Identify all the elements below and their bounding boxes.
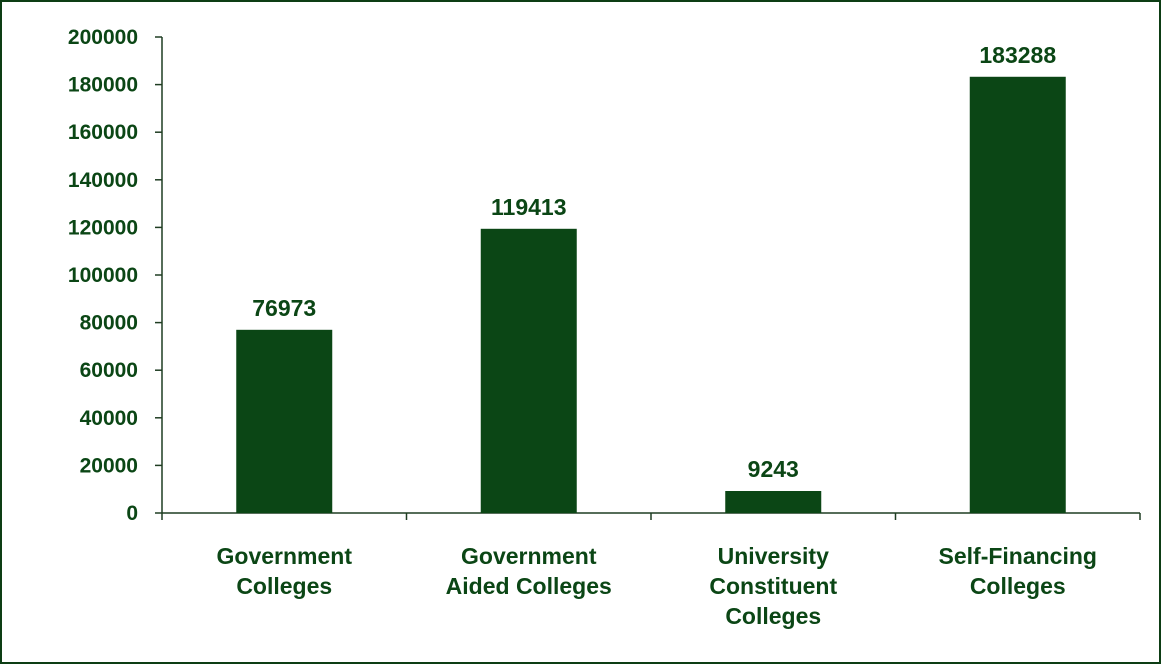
y-tick-label: 180000 xyxy=(68,74,138,97)
y-tick-label: 20000 xyxy=(80,454,138,477)
x-category-label: Aided Colleges xyxy=(446,573,612,599)
x-category-label: Colleges xyxy=(725,603,821,629)
bar xyxy=(969,76,1066,513)
x-category-label: Government xyxy=(217,543,353,569)
y-tick-label: 40000 xyxy=(80,407,138,430)
y-tick-label: 160000 xyxy=(68,121,138,144)
y-tick-label: 140000 xyxy=(68,169,138,192)
x-category-label: University xyxy=(718,543,829,569)
data-label: 76973 xyxy=(252,295,316,321)
x-category-label: Self-Financing xyxy=(939,543,1097,569)
x-category-label: Colleges xyxy=(970,573,1066,599)
data-label: 9243 xyxy=(748,456,799,482)
y-tick-label: 60000 xyxy=(80,359,138,382)
bars xyxy=(236,76,1066,513)
x-category-label: Constituent xyxy=(709,573,837,599)
data-label: 183288 xyxy=(979,42,1056,68)
bar xyxy=(236,329,333,513)
y-tick-label: 80000 xyxy=(80,312,138,335)
y-tick-label: 0 xyxy=(126,502,138,525)
bar xyxy=(480,228,577,513)
bar xyxy=(725,491,822,513)
y-tick-label: 120000 xyxy=(68,216,138,239)
y-tick-label: 200000 xyxy=(68,26,138,49)
labels: 0 20000 40000 60000 80000 100000 120000 140000 1… xyxy=(68,26,1097,629)
y-tick-label: 100000 xyxy=(68,264,138,287)
data-label: 119413 xyxy=(491,194,566,220)
x-category-label: Colleges xyxy=(236,573,332,599)
x-category-label: Government xyxy=(461,543,597,569)
